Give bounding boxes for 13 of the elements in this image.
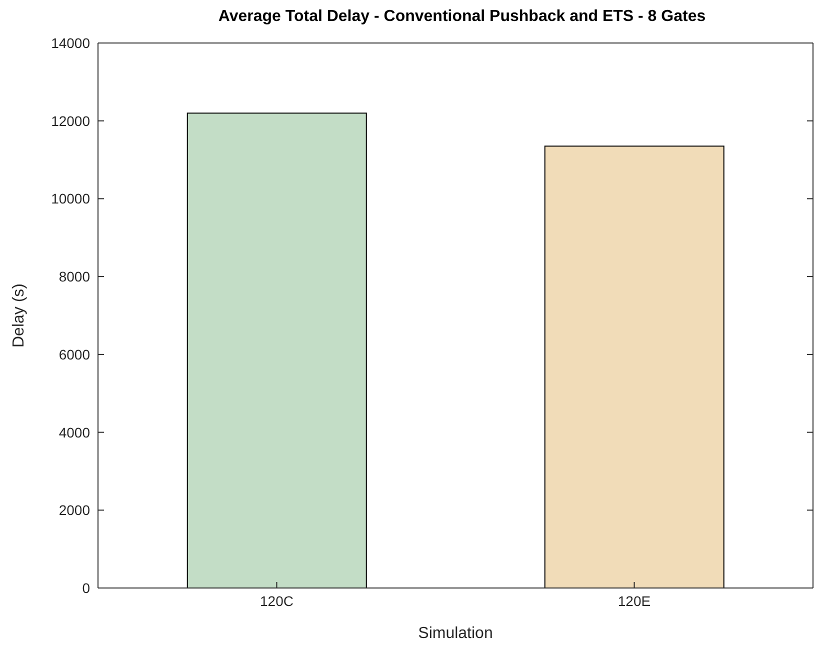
chart-title: Average Total Delay - Conventional Pushback and ETS - 8 Gates xyxy=(217,8,707,27)
x-tick-label: 120C xyxy=(260,592,294,609)
y-tick-label: 12000 xyxy=(51,112,90,129)
y-axis-title: Delay (s) xyxy=(10,283,28,348)
y-tick-label: 6000 xyxy=(58,346,90,362)
y-tick-label: 10000 xyxy=(51,190,90,207)
y-tick-label: 8000 xyxy=(58,268,90,285)
x-axis-title: Simulation xyxy=(418,625,493,642)
y-tick-label: 14000 xyxy=(51,34,90,51)
y-tick-label: 4000 xyxy=(58,424,90,440)
y-tick-label: 2000 xyxy=(58,502,90,518)
y-tick-label: 0 xyxy=(82,580,90,596)
x-tick-label: 120E xyxy=(618,592,651,609)
